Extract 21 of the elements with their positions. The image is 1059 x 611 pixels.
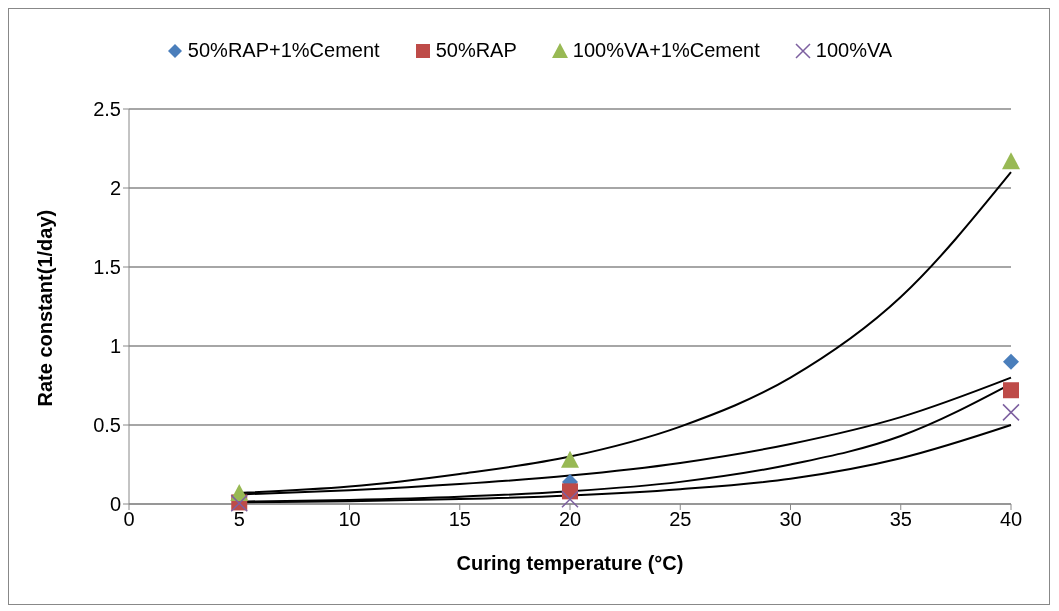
- x-tick-label: 20: [558, 508, 582, 531]
- legend-label: 50%RAP: [435, 39, 517, 62]
- x-axis-title: Curing temperature (°C): [456, 552, 684, 574]
- y-tick-label: 2.5: [93, 98, 121, 121]
- x-tick-label: 0: [123, 508, 135, 531]
- y-tick-label: 1: [109, 335, 121, 358]
- y-axis-title: Rate constant(1/day): [34, 209, 57, 407]
- x-tick-label: 30: [779, 508, 802, 531]
- legend-label: 50%RAP+1%Cement: [187, 39, 380, 62]
- x-tick-label: 35: [889, 508, 912, 531]
- y-tick-label: 2: [109, 177, 121, 200]
- legend-label: 100%VA: [815, 39, 893, 62]
- legend-label: 100%VA+1%Cement: [572, 39, 760, 62]
- y-tick-label: 1.5: [93, 256, 121, 279]
- x-tick-label: 5: [233, 508, 245, 531]
- x-tick-label: 10: [338, 508, 361, 531]
- x-tick-label: 40: [999, 508, 1023, 531]
- y-tick-label: 0.5: [93, 414, 121, 437]
- x-tick-label: 25: [669, 508, 692, 531]
- x-tick-label: 15: [448, 508, 471, 531]
- y-tick-label: 0: [109, 493, 121, 516]
